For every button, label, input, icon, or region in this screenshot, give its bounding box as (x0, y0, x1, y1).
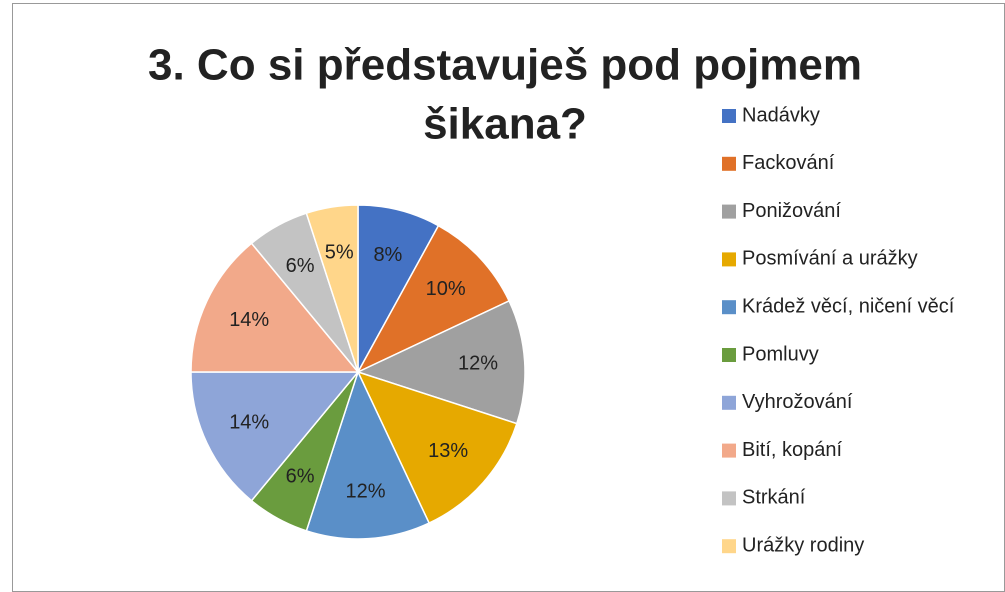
legend-swatch (722, 443, 736, 458)
legend-swatch (722, 395, 736, 410)
pie-slice (356, 370, 518, 525)
legend-swatch (722, 491, 736, 506)
legend-label: Urážky rodiny (742, 534, 864, 556)
chart-title: šikana? (423, 100, 587, 149)
legend-label: Strkání (742, 487, 806, 509)
legend-swatch (722, 109, 736, 123)
legend-label: Krádež věcí, ničení věcí (742, 295, 955, 317)
data-label: 14% (229, 309, 269, 331)
pie-slice (355, 299, 526, 425)
pie-slice (190, 371, 360, 502)
data-label: 14% (229, 411, 269, 433)
data-label: 6% (286, 255, 315, 277)
legend-swatch (722, 156, 736, 171)
data-label: 12% (346, 480, 386, 502)
data-label: 13% (428, 440, 468, 462)
data-label: 10% (426, 278, 466, 300)
legend-swatch (722, 539, 736, 554)
data-label: 6% (286, 466, 315, 488)
pie-slice (356, 224, 511, 374)
legend-label: Pomluvy (742, 343, 819, 365)
legend-label: Posmívání a urážky (742, 248, 918, 270)
legend-swatch (722, 252, 736, 267)
data-label: 8% (373, 244, 402, 266)
data-label: 12% (458, 353, 498, 375)
legend-label: Fackování (742, 152, 835, 174)
legend-label: Nadávky (742, 104, 820, 126)
legend-swatch (722, 300, 736, 315)
data-label: 5% (325, 242, 354, 264)
legend-label: Vyhrožování (742, 391, 853, 413)
legend-swatch (722, 348, 736, 362)
pie-slice (305, 369, 431, 540)
legend-label: Bití, kopání (742, 439, 843, 461)
legend-swatch (722, 204, 736, 219)
legend-label: Ponižování (742, 200, 841, 222)
chart-title: 3. Co si představuješ pod pojmem (148, 41, 862, 90)
chart-frame (12, 3, 1005, 592)
pie-slice (305, 204, 359, 373)
pie-slice (190, 242, 360, 373)
